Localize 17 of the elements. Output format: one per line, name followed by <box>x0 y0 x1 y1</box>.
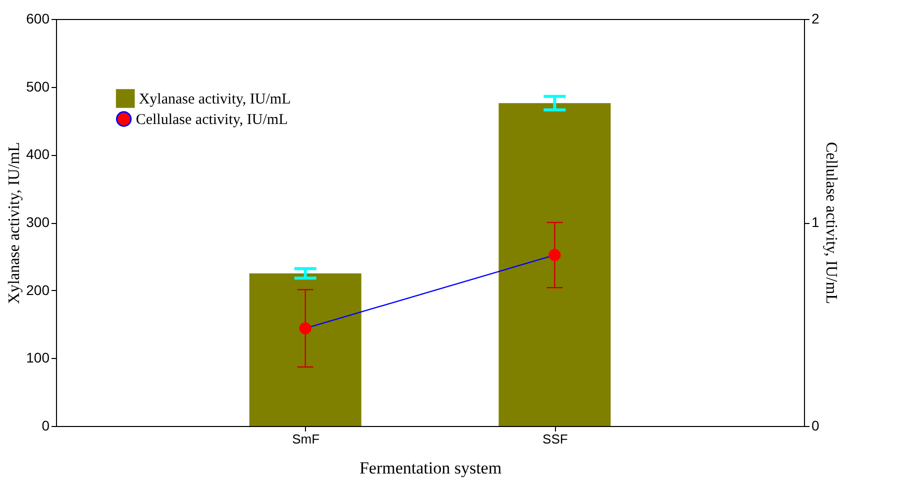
y-tick-label: 300 <box>26 214 50 230</box>
y2-tick-label: 2 <box>812 10 820 26</box>
y-tick-label: 400 <box>26 146 50 162</box>
y2-tick-label: 1 <box>812 214 820 230</box>
y-axis-title: Xylanase activity, IU/mL <box>6 142 24 304</box>
x-tick-label: SmF <box>292 432 320 446</box>
legend-label: Xylanase activity, IU/mL <box>138 92 291 108</box>
y-tick-label: 0 <box>42 418 50 434</box>
y-tick-label: 200 <box>26 282 50 298</box>
legend-label: Cellulase activity, IU/mL <box>136 112 288 128</box>
x-axis-title: Fermentation system <box>359 458 502 478</box>
y-tick-label: 600 <box>26 10 50 26</box>
y-tick-label: 500 <box>26 78 50 94</box>
y2-tick-label: 0 <box>812 418 820 434</box>
x-tick-label: SSF <box>542 432 568 446</box>
y2-axis-title: Cellulase activity, IU/mL <box>822 142 840 304</box>
y-tick-label: 100 <box>26 350 50 366</box>
